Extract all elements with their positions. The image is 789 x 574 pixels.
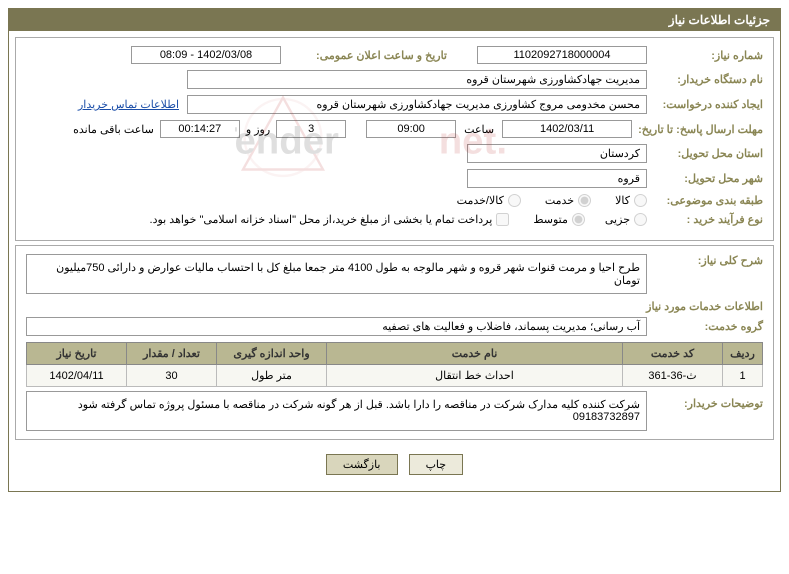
- th-name: نام خدمت: [327, 343, 623, 365]
- panel-body: AriaTender.net شماره نیاز: 1102092718000…: [9, 31, 780, 491]
- td-code: ث-36-361: [623, 365, 723, 387]
- buyer-note-label: توضیحات خریدار:: [653, 391, 763, 410]
- need-no-value: 1102092718000004: [477, 46, 647, 64]
- th-code: کد خدمت: [623, 343, 723, 365]
- time-label: ساعت: [464, 123, 494, 136]
- footer: چاپ بازگشت: [15, 444, 774, 485]
- panel-title: جزئیات اطلاعات نیاز: [9, 9, 780, 31]
- table-header-row: ردیف کد خدمت نام خدمت واحد اندازه گیری ت…: [27, 343, 763, 365]
- city-label: شهر محل تحویل:: [653, 172, 763, 185]
- days-value: 3: [276, 120, 346, 138]
- process-radio-group: جزیی متوسط: [533, 213, 647, 226]
- row-desc: شرح کلی نیاز: طرح احیا و مرمت قنوات شهر …: [26, 254, 763, 294]
- deadline-time: 09:00: [366, 120, 456, 138]
- radio-kala-khedmat[interactable]: کالا/خدمت: [457, 194, 521, 207]
- city-value: قروه: [467, 169, 647, 188]
- deadline-date: 1402/03/11: [502, 120, 632, 138]
- row-city: شهر محل تحویل: قروه: [26, 169, 763, 188]
- category-label: طبقه بندی موضوعی:: [653, 194, 763, 207]
- row-requester: ایجاد کننده درخواست: محسن مخدومی مروج کش…: [26, 95, 763, 114]
- th-qty: تعداد / مقدار: [127, 343, 217, 365]
- radio-khedmat-label: خدمت: [545, 194, 574, 207]
- payment-note-wrapper: پرداخت تمام یا بخشی از مبلغ خرید،از محل …: [150, 213, 510, 226]
- buyer-note-value: شرکت کننده کلیه مدارک شرکت در مناقصه را …: [26, 391, 647, 431]
- payment-checkbox[interactable]: [496, 213, 509, 226]
- row-need-no: شماره نیاز: 1102092718000004 تاریخ و ساع…: [26, 46, 763, 64]
- row-buyer-note: توضیحات خریدار: شرکت کننده کلیه مدارک شر…: [26, 391, 763, 431]
- requester-value: محسن مخدومی مروج کشاورزی مدیریت جهادکشاو…: [187, 95, 647, 114]
- row-deadline: مهلت ارسال پاسخ: تا تاریخ: 1402/03/11 سا…: [26, 120, 763, 138]
- province-label: استان محل تحویل:: [653, 147, 763, 160]
- radio-medium[interactable]: متوسط: [533, 213, 585, 226]
- process-label: نوع فرآیند خرید :: [653, 213, 763, 226]
- row-category: طبقه بندی موضوعی: کالا خدمت کالا/خدمت: [26, 194, 763, 207]
- payment-note: پرداخت تمام یا بخشی از مبلغ خرید،از محل …: [150, 213, 493, 226]
- th-row: ردیف: [723, 343, 763, 365]
- province-value: کردستان: [467, 144, 647, 163]
- days-suffix: روز و: [246, 123, 270, 136]
- radio-kala-label: کالا: [615, 194, 630, 207]
- radio-partial-label: جزیی: [605, 213, 630, 226]
- radio-medium-label: متوسط: [533, 213, 568, 226]
- radio-partial[interactable]: جزیی: [605, 213, 647, 226]
- info-box: AriaTender.net شماره نیاز: 1102092718000…: [15, 37, 774, 241]
- td-date: 1402/04/11: [27, 365, 127, 387]
- td-name: احداث خط انتقال: [327, 365, 623, 387]
- announce-label: تاریخ و ساعت اعلان عمومی:: [287, 49, 447, 62]
- td-qty: 30: [127, 365, 217, 387]
- desc-box-wrapper: شرح کلی نیاز: طرح احیا و مرمت قنوات شهر …: [15, 245, 774, 440]
- row-province: استان محل تحویل: کردستان: [26, 144, 763, 163]
- group-value: آب رسانی؛ مدیریت پسماند، فاضلاب و فعالیت…: [26, 317, 647, 336]
- radio-khedmat-input[interactable]: [578, 194, 591, 207]
- radio-kala-khedmat-input[interactable]: [508, 194, 521, 207]
- contact-link[interactable]: اطلاعات تماس خریدار: [78, 98, 179, 111]
- table-row: 1 ث-36-361 احداث خط انتقال متر طول 30 14…: [27, 365, 763, 387]
- services-table: ردیف کد خدمت نام خدمت واحد اندازه گیری ت…: [26, 342, 763, 387]
- th-date: تاریخ نیاز: [27, 343, 127, 365]
- main-panel: جزئیات اطلاعات نیاز AriaTender.net شماره…: [8, 8, 781, 492]
- row-group: گروه خدمت: آب رسانی؛ مدیریت پسماند، فاضل…: [26, 317, 763, 336]
- radio-medium-input[interactable]: [572, 213, 585, 226]
- radio-kala-khedmat-label: کالا/خدمت: [457, 194, 504, 207]
- requester-label: ایجاد کننده درخواست:: [653, 98, 763, 111]
- desc-value: طرح احیا و مرمت قنوات شهر قروه و شهر مال…: [26, 254, 647, 294]
- print-button[interactable]: چاپ: [409, 454, 464, 475]
- buyer-label: نام دستگاه خریدار:: [653, 73, 763, 86]
- desc-label: شرح کلی نیاز:: [653, 254, 763, 267]
- td-idx: 1: [723, 365, 763, 387]
- back-button[interactable]: بازگشت: [326, 454, 398, 475]
- radio-partial-input[interactable]: [634, 213, 647, 226]
- timer-value: 00:14:27: [160, 120, 240, 138]
- th-unit: واحد اندازه گیری: [217, 343, 327, 365]
- deadline-label: مهلت ارسال پاسخ: تا تاریخ:: [638, 123, 763, 136]
- category-radio-group: کالا خدمت کالا/خدمت: [457, 194, 647, 207]
- announce-value: 1402/03/08 - 08:09: [131, 46, 281, 64]
- buyer-value: مدیریت جهادکشاورزی شهرستان قروه: [187, 70, 647, 89]
- row-buyer: نام دستگاه خریدار: مدیریت جهادکشاورزی شه…: [26, 70, 763, 89]
- radio-kala-input[interactable]: [634, 194, 647, 207]
- td-unit: متر طول: [217, 365, 327, 387]
- services-title: اطلاعات خدمات مورد نیاز: [26, 300, 763, 313]
- need-no-label: شماره نیاز:: [653, 49, 763, 62]
- row-process: نوع فرآیند خرید : جزیی متوسط پرداخت تمام…: [26, 213, 763, 226]
- timer-suffix: ساعت باقی مانده: [73, 123, 154, 136]
- group-label: گروه خدمت:: [653, 320, 763, 333]
- radio-kala[interactable]: کالا: [615, 194, 647, 207]
- radio-khedmat[interactable]: خدمت: [545, 194, 591, 207]
